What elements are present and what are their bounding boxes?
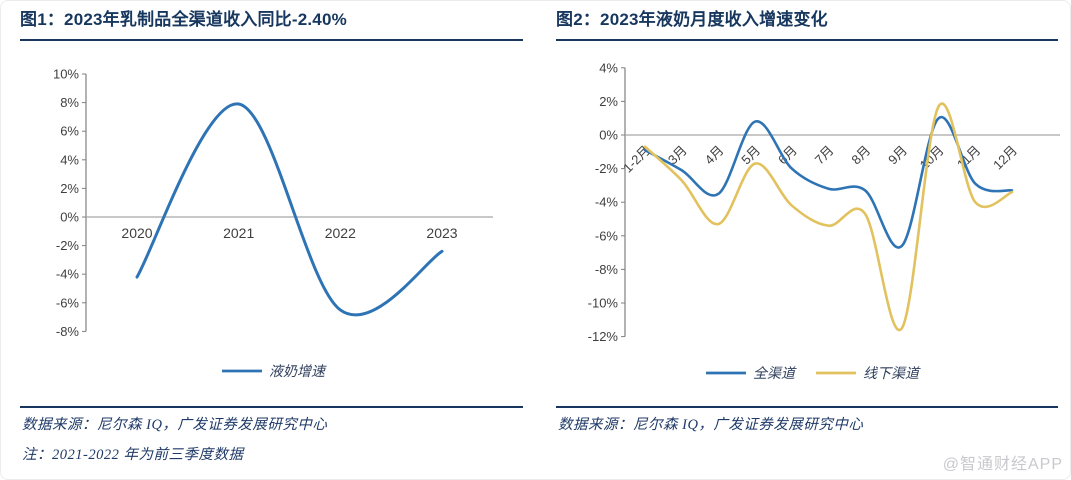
y-axis-tick-label: 10% [53, 67, 79, 82]
watermark: @智通财经APP [942, 456, 1063, 473]
y-axis-tick-label: -8% [595, 262, 619, 277]
y-axis-tick-label: -2% [56, 238, 80, 253]
y-axis-tick-label: 0% [599, 128, 618, 143]
y-axis-tick-label: 8% [60, 95, 79, 110]
y-axis-tick-label: -4% [595, 195, 619, 210]
x-axis-label: 9月 [885, 143, 910, 168]
figure1-title: 图1：2023年乳制品全渠道收入同比-2.40% [20, 9, 523, 41]
x-axis-label: 2023 [426, 225, 457, 241]
y-axis-tick-label: 2% [60, 181, 79, 196]
figure1-source: 数据来源：尼尔森 IQ，广发证券发展研究中心 [22, 417, 328, 433]
y-axis-tick-label: -12% [588, 329, 619, 344]
y-axis-tick-label: 0% [60, 210, 79, 225]
series-line-1 [135, 102, 444, 317]
figure1-chart: 10% 8% 6% 4% 2% 0% -2% -4% -6% -8% 2020 2021 2022 202… [53, 67, 493, 379]
y-axis-tick-label: -10% [588, 296, 619, 311]
series-line-2 [643, 102, 1014, 332]
y-axis-tick-label: -6% [56, 295, 80, 310]
y-axis-tick-label: 2% [599, 94, 618, 109]
x-axis-label: 2021 [223, 225, 254, 241]
y-axis-tick-label: 6% [60, 124, 79, 139]
legend-label-1: 液奶增速 [269, 363, 327, 379]
figure2-source: 数据来源：尼尔森 IQ，广发证券发展研究中心 [558, 417, 864, 433]
x-axis-label: 12月 [990, 143, 1020, 173]
legend-label-2: 线下渠道 [863, 365, 921, 381]
figure1-note: 注：2021-2022 年为前三季度数据 [22, 447, 244, 463]
x-axis-label: 2020 [121, 225, 152, 241]
x-axis-label: 8月 [848, 143, 873, 168]
x-axis-label: 10月 [917, 143, 947, 173]
x-axis-label: 4月 [702, 143, 727, 168]
series-line-1 [643, 115, 1014, 249]
figure1-separator [20, 406, 523, 408]
y-axis-tick-label: 4% [599, 60, 618, 75]
x-axis-label: 2022 [325, 225, 356, 241]
y-axis-tick-label: -8% [56, 324, 80, 339]
y-axis-tick-label: -4% [56, 267, 80, 282]
figure2-chart: 4%2%0%-2%-4%-6%-8%-10%-12%1-2月 3月 4月 5月 6月 7月… [588, 60, 1060, 381]
y-axis-tick-label: -6% [595, 228, 619, 243]
figure2-title: 图2：2023年液奶月度收入增速变化 [556, 9, 1058, 41]
x-axis-label: 7月 [812, 143, 837, 168]
y-axis-tick-label: 4% [60, 152, 79, 167]
legend-label-1: 全渠道 [753, 365, 797, 381]
figure2-separator [556, 406, 1058, 408]
y-axis-tick-label: -2% [595, 161, 619, 176]
